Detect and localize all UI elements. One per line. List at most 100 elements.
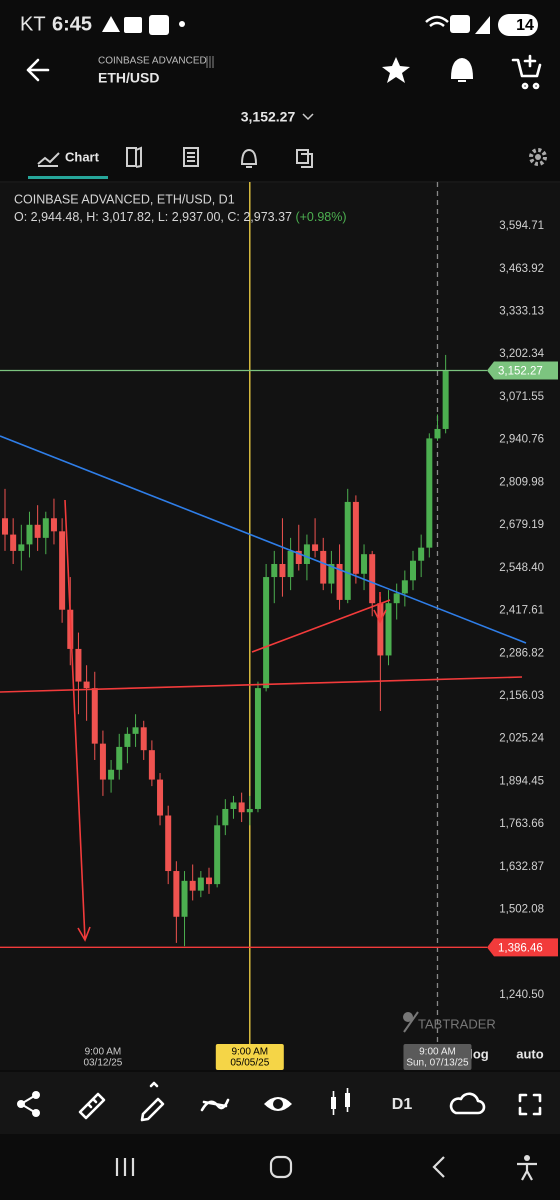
y-tick-label: 3,202.34 [499,348,544,360]
back-nav-button[interactable] [432,1156,445,1178]
current-price[interactable]: 3,152.27 [241,109,296,125]
x-tick-label: 03/12/25 [83,1058,122,1069]
candle-body [426,438,433,548]
book-tab[interactable] [126,146,142,168]
recents-button[interactable] [115,1158,135,1176]
candle-body [344,501,351,600]
orders-tab[interactable] [183,147,199,167]
cloud-button[interactable] [449,1092,486,1115]
alert-button[interactable] [450,57,474,82]
share-button[interactable] [17,1091,40,1117]
y-tick-label: 2,809.98 [499,476,544,488]
y-tick-label: 1,894.45 [499,775,544,787]
candle-body [42,518,49,538]
candle-body [91,688,98,744]
candle-body [352,501,359,574]
candle-body [385,603,392,656]
candle-body [165,815,172,872]
candle-body [214,825,221,885]
change: (+0.98%) [295,210,346,224]
arrow [373,592,387,624]
y-tick-label: 2,548.40 [499,562,544,574]
indicators-button[interactable] [200,1098,230,1112]
candle-body [50,518,57,532]
ruler-button[interactable] [78,1092,106,1120]
candle-body [410,560,416,581]
portfolio-tab[interactable] [296,149,313,168]
fullscreen-button[interactable] [518,1093,542,1116]
y-tick-label: 3,463.92 [499,263,544,275]
candle-body [336,563,343,600]
candle-body [377,603,384,656]
carrier: KT [20,13,46,35]
candle-body [401,580,408,594]
price-tag [487,938,558,957]
chart-tab-icon[interactable] [37,152,60,167]
log-button[interactable]: log [469,1046,489,1061]
back-button[interactable] [26,58,50,82]
home-button[interactable] [269,1155,293,1179]
chart-tab[interactable]: Chart [65,149,100,164]
candle-body [442,370,449,429]
y-tick-label: 3,071.55 [499,391,544,403]
auto-button[interactable]: auto [516,1046,544,1061]
candle-body [271,563,278,578]
chart-title: COINBASE ADVANCED, ETH/USD, D1 [14,192,235,206]
x-tick-label: 9:00 AM [231,1047,268,1058]
alerts-tab[interactable] [240,148,258,168]
price-dropdown[interactable] [302,113,314,121]
candle-body [279,563,286,578]
exchange-icon [206,56,214,68]
candle-body [99,743,106,780]
candle-body [26,524,33,545]
candle-body [116,746,123,770]
candle-body [369,554,376,604]
y-tick-label: 2,156.03 [499,690,544,702]
candle-body [230,802,237,809]
candle-body [108,769,115,780]
trend-line [251,599,391,653]
candle-body [2,518,8,535]
candle-body [263,577,270,689]
candle-body [18,544,25,551]
candle-body [10,534,17,551]
y-tick-label: 2,286.82 [499,647,544,659]
candle-body [173,871,180,917]
support-line [0,676,523,693]
y-tick-label: 1,240.50 [499,989,544,1001]
candle-body [418,547,425,561]
favorite-button[interactable] [382,57,410,83]
cart-button[interactable] [511,54,542,90]
price-tag [487,361,558,380]
price-tag-label: 1,386.46 [498,942,543,954]
candle-body [140,727,147,751]
pair-name: ETH/USD [98,70,159,86]
candle-body [238,802,245,813]
settings-button[interactable] [529,148,547,166]
settings-dot [535,154,541,160]
draw-button[interactable] [140,1081,165,1122]
candle-body [434,428,441,439]
y-tick-label: 2,025.24 [499,733,544,745]
candle-body [157,779,164,816]
candle-body [254,688,261,809]
y-tick-label: 2,940.76 [499,434,544,446]
x-tick-label: Sun, 07/13/25 [406,1058,469,1069]
watermark-logo [403,1011,419,1033]
candle-body [320,550,327,584]
candle-body [197,877,204,891]
x-label-box [215,1044,284,1070]
candle-body [295,550,302,564]
candle-body [222,808,229,826]
ohlc-values: O: 2,944.48, H: 3,017.82, L: 2,937.00, C… [14,210,292,224]
x-tick-label: 9:00 AM [419,1047,456,1058]
ohlc-legend: O: 2,944.48, H: 3,017.82, L: 2,937.00, C… [14,210,347,224]
watermark: TABTRADER [418,1016,496,1031]
timeframe-button[interactable]: D1 [392,1096,413,1113]
accessibility-button[interactable] [517,1155,537,1181]
candle-body [189,880,196,891]
nav-bar [0,1134,560,1200]
chart-type-button[interactable] [331,1088,350,1115]
